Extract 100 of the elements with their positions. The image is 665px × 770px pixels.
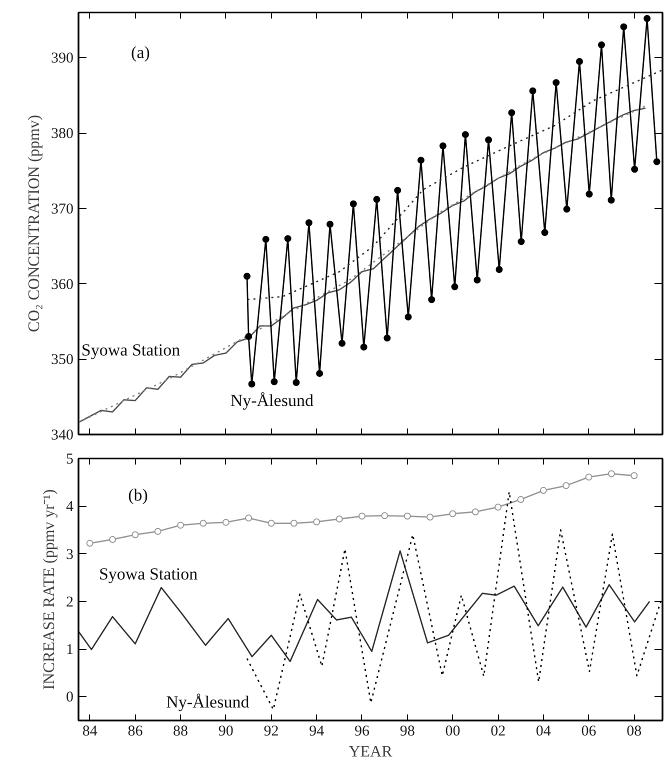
point [270,378,278,386]
annotation: (b) [128,486,148,505]
point [360,344,368,351]
point [496,266,503,273]
point [585,474,592,481]
point [154,528,162,535]
point [428,296,436,304]
x-tick-label: 88 [173,724,188,740]
point [449,510,456,518]
point [462,131,469,138]
point [284,235,292,242]
y-tick-label: 390 [51,50,74,67]
y-tick-label: 1 [66,642,74,658]
point [394,186,402,194]
point [540,486,547,494]
point [426,514,434,521]
point [338,340,346,347]
point [86,540,94,547]
y-tick-label: 3 [66,546,74,563]
line-series [246,70,662,300]
x-tick-label: 84 [82,724,98,740]
y-axis-title: CO₂ CONCENTRATION (ppmv) [26,114,43,332]
y-tick-label: 380 [51,126,74,142]
annotation: Ny-Ålesund [166,692,250,712]
point [485,136,492,144]
x-tick-label: 00 [445,724,460,740]
point [562,482,570,490]
point [404,512,411,520]
point [244,272,251,280]
x-axis-title: YEAR [348,744,393,760]
annotation: Syowa Station [81,340,181,360]
y-tick-label: 370 [51,201,74,218]
point [268,520,275,527]
point [200,520,207,527]
point [245,333,252,340]
x-tick-label: 06 [581,724,597,740]
point [262,236,270,243]
point [563,206,570,213]
x-tick-label: 08 [626,724,642,740]
line-series [78,550,650,662]
y-tick-label: 4 [66,499,74,516]
point [132,531,139,538]
point [608,196,615,204]
x-tick-label: 04 [536,724,552,740]
y-tick-label: 2 [66,594,74,610]
point [305,219,312,226]
point [248,380,256,388]
point [653,158,660,166]
x-tick-label: 02 [490,724,506,740]
y-axis-title: INCREASE RATE (ppmv yr⁻¹) [41,489,58,690]
point [517,496,524,503]
point [620,23,628,30]
point [494,504,502,511]
point [541,229,548,236]
point [529,87,536,94]
point [290,520,298,527]
point [518,238,525,246]
x-tick-label: 86 [128,724,144,740]
point [384,334,391,342]
point [552,79,560,86]
point [358,512,366,520]
y-tick-label: 360 [51,276,74,293]
point [245,514,252,522]
point [644,15,651,22]
x-tick-label: 94 [309,724,325,740]
x-tick-label: 98 [400,724,415,740]
point [508,109,516,116]
point [109,536,116,543]
point [381,512,388,520]
x-tick-label: 96 [354,724,370,740]
x-tick-label: 92 [264,724,279,740]
y-tick-label: 350 [51,352,74,368]
point [576,58,583,65]
point [474,276,481,284]
point [451,283,458,290]
point [326,220,334,228]
point [586,190,593,198]
point [439,142,446,150]
point [177,522,184,529]
point [350,200,357,208]
point [417,156,424,164]
x-tick-label: 90 [218,724,234,740]
point [598,41,605,48]
annotation: (a) [131,43,150,62]
point [608,470,615,478]
point [472,508,479,516]
point [292,379,300,386]
annotation: Syowa Station [98,564,198,584]
point [316,370,324,377]
point [336,516,343,522]
y-tick-label: 340 [51,428,74,444]
point [222,518,230,526]
point [404,313,412,320]
point [373,196,380,203]
point [631,166,638,173]
y-tick-label: 0 [66,690,74,706]
point [313,518,320,526]
point [630,472,638,480]
y-tick-label: 5 [66,452,74,468]
annotation: Ny-Ålesund [230,391,314,410]
